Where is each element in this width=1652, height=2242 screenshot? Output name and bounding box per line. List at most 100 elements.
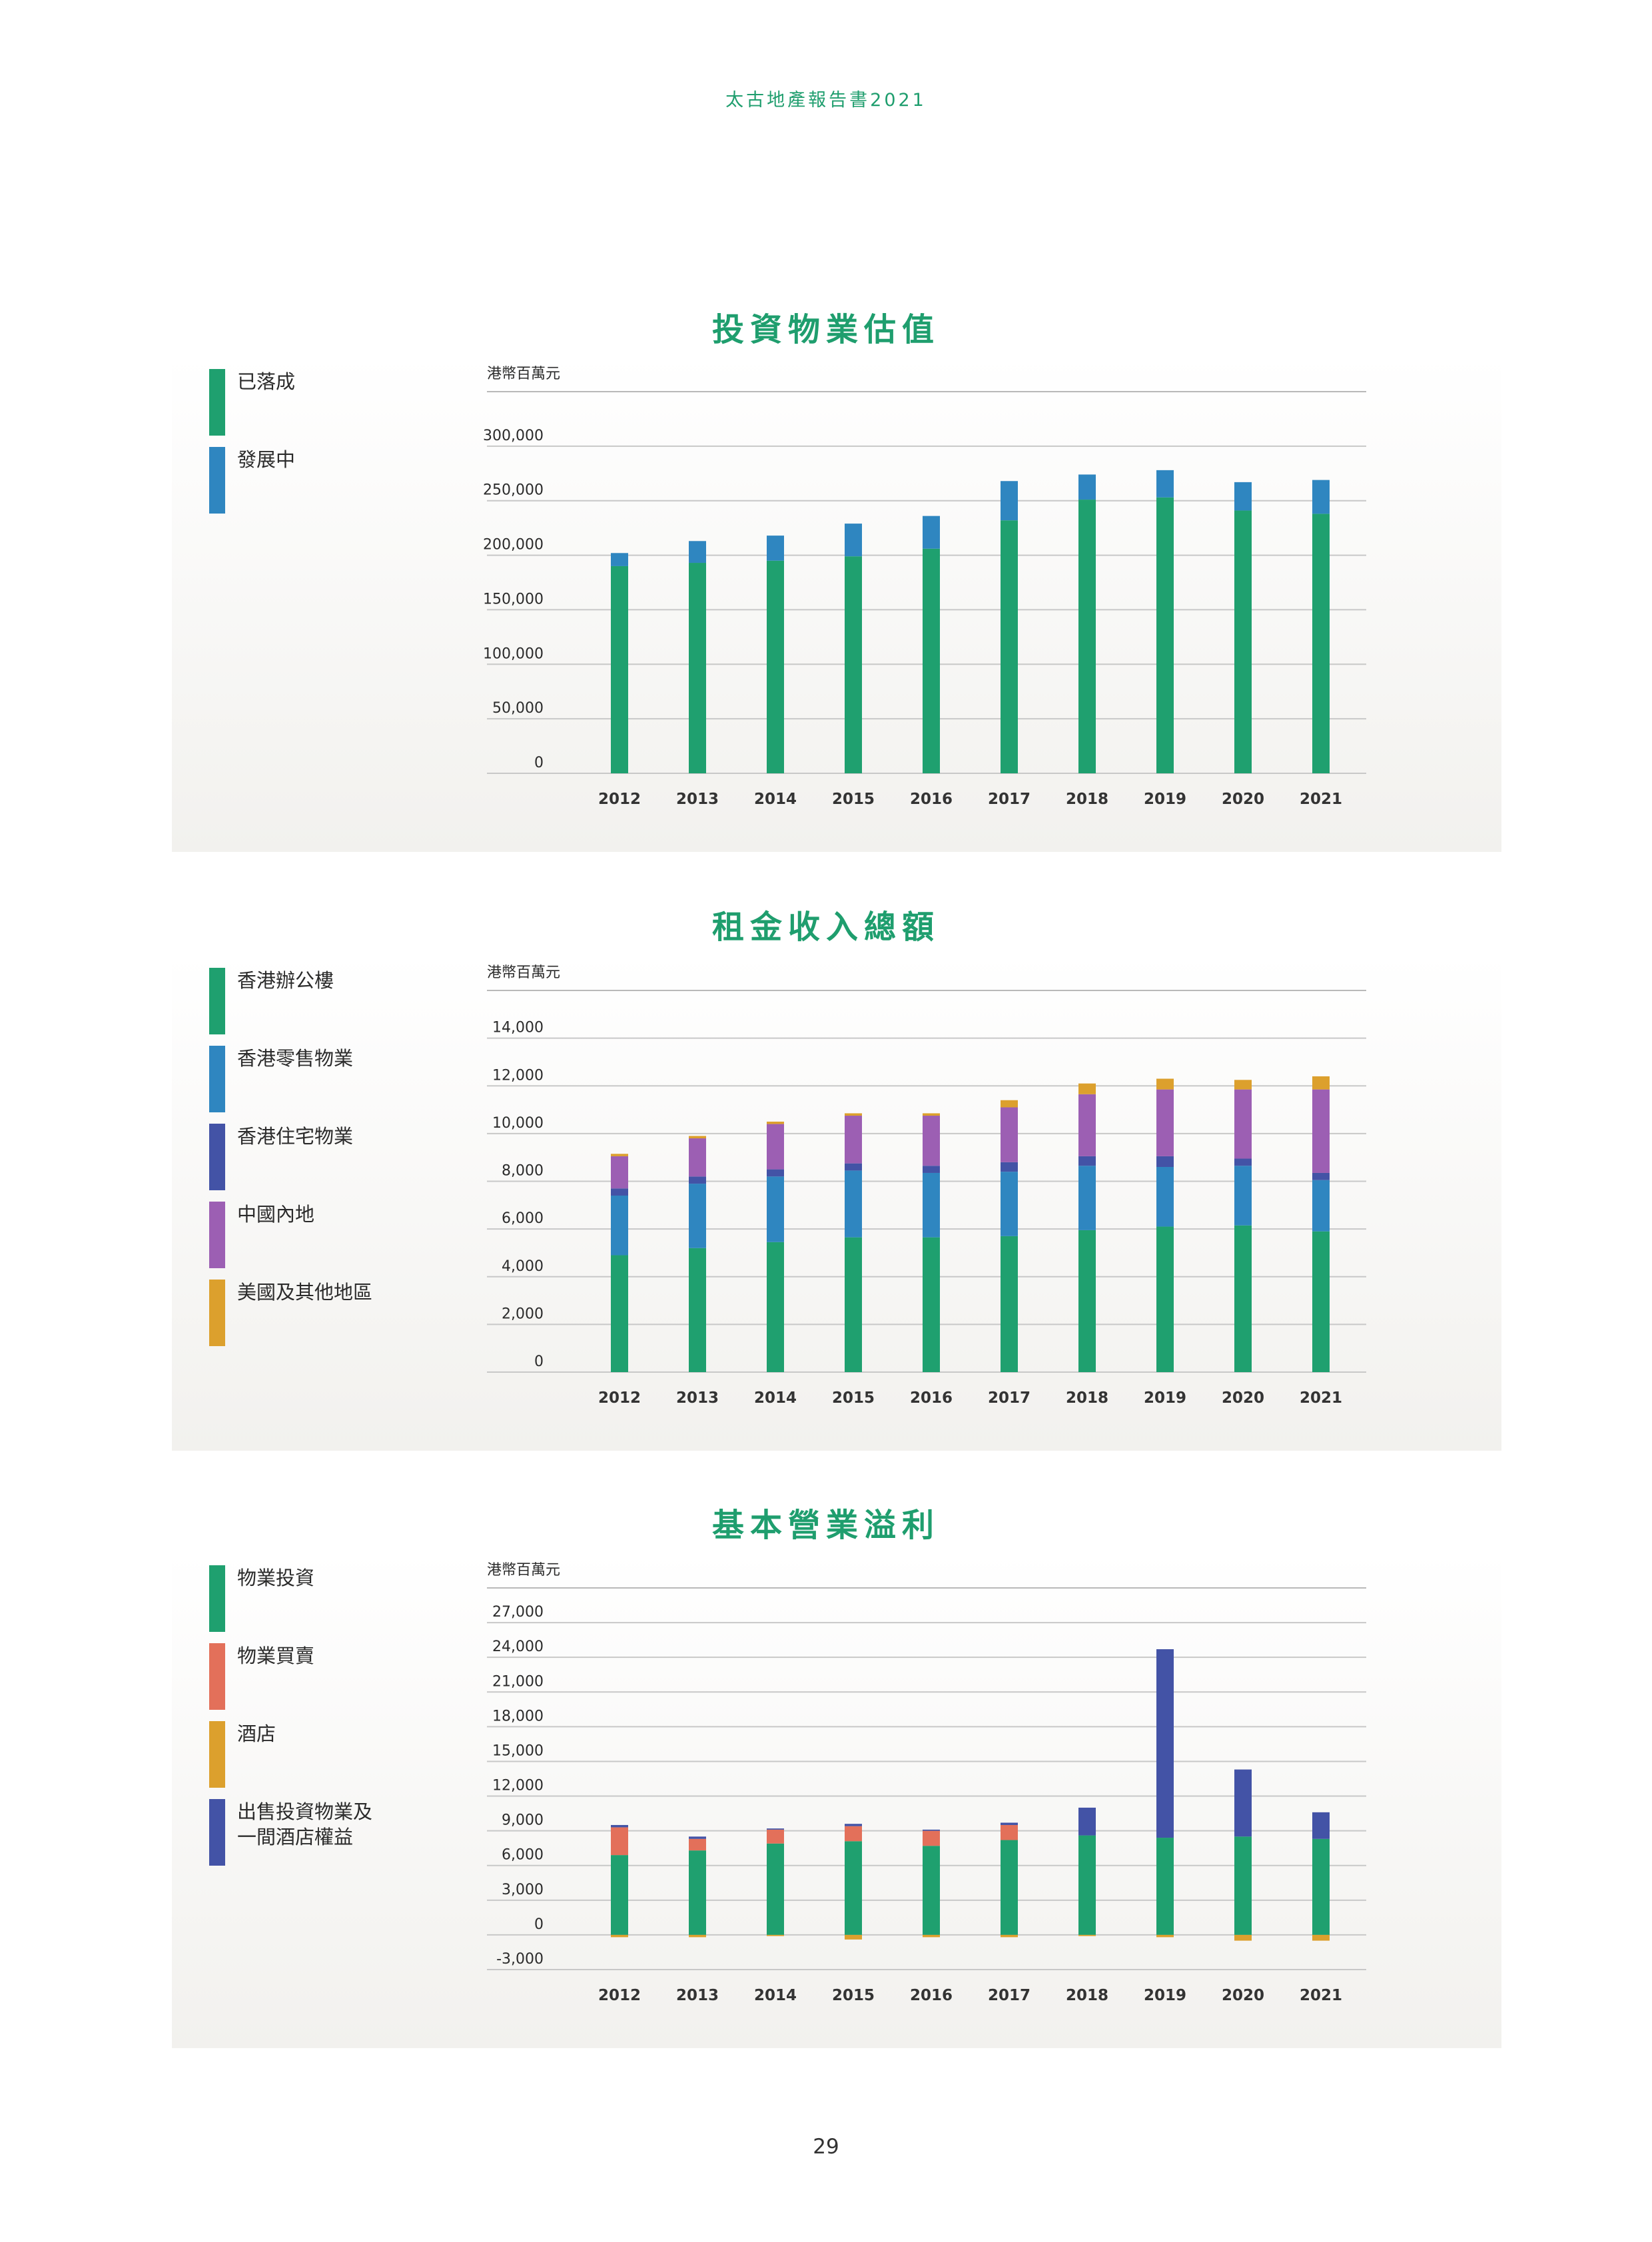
bar-segment <box>1312 1180 1330 1232</box>
y-tick-label: 12,000 <box>492 1778 544 1794</box>
bar-segment <box>767 1124 784 1170</box>
x-tick-label: 2017 <box>988 1389 1031 1407</box>
bar-segment <box>845 1163 862 1171</box>
page-number: 29 <box>813 2135 839 2159</box>
bar-segment <box>767 536 784 561</box>
bar-segment <box>1312 1934 1330 1941</box>
y-tick-label: 250,000 <box>483 482 544 499</box>
y-tick-label: 10,000 <box>492 1115 544 1132</box>
bar-segment <box>1312 480 1330 514</box>
y-tick-label: 150,000 <box>483 591 544 607</box>
legend-label: 已落成 <box>237 370 296 393</box>
bar-segment <box>1312 1231 1330 1372</box>
bar-segment <box>611 1824 628 1828</box>
y-tick-label: 6,000 <box>502 1847 544 1864</box>
bar-segment <box>767 1169 784 1177</box>
bar-segment <box>1078 1083 1096 1094</box>
y-tick-label: 100,000 <box>483 645 544 662</box>
y-tick-label: 0 <box>534 1916 544 1933</box>
x-tick-label: 2019 <box>1144 1987 1186 2004</box>
legend-label: 美國及其他地區 <box>237 1281 373 1304</box>
bar-segment <box>1234 482 1252 511</box>
legend-label: 酒店 <box>237 1722 276 1745</box>
y-tick-label: 24,000 <box>492 1639 544 1655</box>
bar-segment <box>1078 1156 1096 1166</box>
bar-segment <box>1001 1162 1018 1172</box>
x-tick-label: 2017 <box>988 1987 1031 2004</box>
x-tick-label: 2021 <box>1300 1987 1342 2004</box>
x-tick-label: 2019 <box>1144 791 1186 808</box>
x-tick-label: 2017 <box>988 791 1031 808</box>
x-tick-label: 2015 <box>832 1389 875 1407</box>
y-tick-label: 200,000 <box>483 537 544 554</box>
chart-title-investment-valuation: 投資物業估值 <box>711 311 940 348</box>
bar-segment <box>611 553 628 566</box>
legend-label: 物業投資 <box>237 1567 315 1589</box>
y-tick-label: 300,000 <box>483 428 544 444</box>
chart-panel-investment-valuation: 已落成 發展中 港幣百萬元 0 50,000 100,000 150,000 200,000… <box>172 356 1501 852</box>
x-tick-label: 2012 <box>598 791 641 808</box>
bar-segment <box>845 524 862 557</box>
y-tick-label: 2,000 <box>502 1306 544 1322</box>
bar-segment <box>1001 1840 1018 1935</box>
report-header: 太古地產報告書2021 <box>725 90 927 111</box>
bar-segment <box>1312 1172 1330 1180</box>
bar-segment <box>1234 1225 1252 1372</box>
bar-segment <box>767 1242 784 1372</box>
bar-segment <box>1234 510 1252 773</box>
bar-segment <box>845 1824 862 1826</box>
bar-segment <box>1001 1824 1018 1840</box>
bar-segment <box>1156 470 1174 498</box>
bar-segment <box>1001 1172 1018 1236</box>
bar-segment <box>1078 1230 1096 1372</box>
bar-segment <box>689 1838 706 1851</box>
x-tick-label: 2018 <box>1066 1987 1108 2004</box>
chart-underlying-operating-profit: 港幣百萬元 -3,000 0 3,000 6,000 9,000 12,000 15,000 1… <box>487 1562 1366 2004</box>
y-tick-label: 6,000 <box>502 1210 544 1227</box>
y-tick-label: 8,000 <box>502 1163 544 1180</box>
bar-segment <box>1078 474 1096 500</box>
bar-segment <box>1234 1080 1252 1090</box>
bar-segment <box>923 1116 940 1166</box>
bar-segment <box>689 1138 706 1177</box>
bar-segment <box>1312 1812 1330 1839</box>
x-tick-label: 2013 <box>676 1987 719 2004</box>
x-tick-label: 2012 <box>598 1987 641 2004</box>
legend-label: 物業買賣 <box>237 1645 315 1667</box>
bar-segment <box>1156 497 1174 773</box>
unit-label: 港幣百萬元 <box>487 1562 560 1579</box>
x-tick-label: 2018 <box>1066 1389 1108 1407</box>
bar-segment <box>767 560 784 773</box>
bar-segment <box>1234 1158 1252 1166</box>
bar-segment <box>1078 1934 1096 1936</box>
x-tick-label: 2020 <box>1222 1389 1264 1407</box>
chart-panel-underlying-operating-profit: 物業投資 物業買賣 酒店 出售投資物業及 一間酒店權益 港幣百萬元 -3,000 0 3,0… <box>172 1552 1501 2048</box>
bar-segment <box>1001 1236 1018 1372</box>
y-tick-label: 0 <box>534 755 544 771</box>
y-tick-label: 18,000 <box>492 1708 544 1724</box>
y-tick-label: 12,000 <box>492 1067 544 1084</box>
y-tick-label: 4,000 <box>502 1258 544 1275</box>
legend-swatch <box>209 968 225 1034</box>
bar-segment <box>923 1172 940 1238</box>
bar-segment <box>1234 1934 1252 1941</box>
y-tick-label: 14,000 <box>492 1020 544 1036</box>
legend-label: 出售投資物業及 一間酒店權益 <box>237 1800 373 1848</box>
x-tick-label: 2020 <box>1222 791 1264 808</box>
bar-segment <box>1001 1934 1018 1938</box>
chart-title-gross-rental-income: 租金收入總額 <box>711 909 940 946</box>
bar-segment <box>767 1121 784 1124</box>
chart-investment-valuation: 港幣百萬元 0 50,000 100,000 150,000 200,000 250,000… <box>483 366 1366 808</box>
x-tick-label: 2014 <box>754 1389 797 1407</box>
bar-segment <box>611 1156 628 1189</box>
y-tick-label: -3,000 <box>496 1951 544 1968</box>
bar-segment <box>611 1934 628 1938</box>
bar-segment <box>845 1841 862 1935</box>
bar-segment <box>845 1934 862 1940</box>
x-tick-label: 2014 <box>754 791 797 808</box>
bar-segment <box>611 565 628 773</box>
bar-segment <box>611 1154 628 1156</box>
x-tick-label: 2015 <box>832 1987 875 2004</box>
bar-segment <box>923 1846 940 1935</box>
y-tick-label: 27,000 <box>492 1604 544 1621</box>
